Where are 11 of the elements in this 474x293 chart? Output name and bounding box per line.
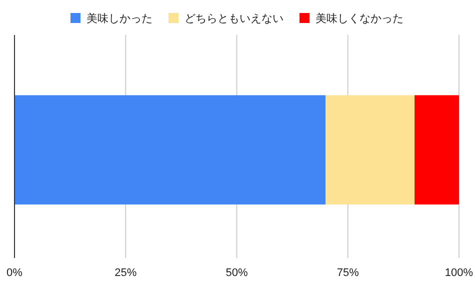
x-tick-label: 100% — [444, 267, 474, 279]
legend-label: 美味しくなかった — [316, 12, 404, 25]
legend-label: どちらともいえない — [184, 13, 284, 25]
bar — [14, 95, 326, 204]
bar — [326, 95, 415, 204]
bar — [414, 95, 459, 204]
x-tick-label: 50% — [226, 267, 248, 279]
x-tick-label: 75% — [336, 267, 360, 279]
x-tick-label: 25% — [114, 267, 137, 279]
x-tick-label: 0% — [6, 267, 23, 279]
legend-label: 美味しかった — [86, 12, 152, 25]
